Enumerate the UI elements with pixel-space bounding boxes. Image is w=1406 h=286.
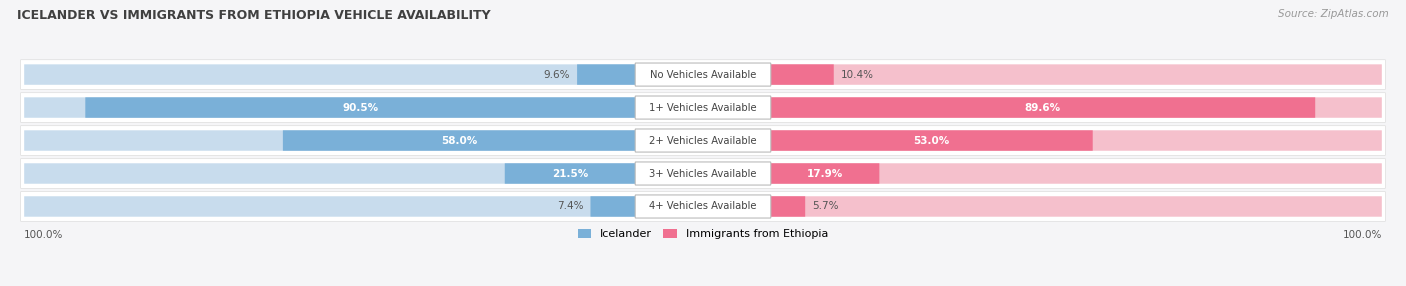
FancyBboxPatch shape <box>770 97 1315 118</box>
FancyBboxPatch shape <box>21 159 1385 188</box>
FancyBboxPatch shape <box>591 196 636 217</box>
Text: 3+ Vehicles Available: 3+ Vehicles Available <box>650 168 756 178</box>
FancyBboxPatch shape <box>21 126 1385 155</box>
Text: 89.6%: 89.6% <box>1025 103 1062 113</box>
Text: 90.5%: 90.5% <box>342 103 378 113</box>
Text: 17.9%: 17.9% <box>807 168 844 178</box>
Text: 58.0%: 58.0% <box>441 136 477 146</box>
FancyBboxPatch shape <box>770 163 1382 184</box>
Text: 7.4%: 7.4% <box>557 201 583 211</box>
FancyBboxPatch shape <box>770 163 879 184</box>
FancyBboxPatch shape <box>283 130 636 151</box>
FancyBboxPatch shape <box>636 162 770 185</box>
Text: Source: ZipAtlas.com: Source: ZipAtlas.com <box>1278 9 1389 19</box>
FancyBboxPatch shape <box>770 64 834 85</box>
Text: 4+ Vehicles Available: 4+ Vehicles Available <box>650 201 756 211</box>
Text: 5.7%: 5.7% <box>811 201 838 211</box>
FancyBboxPatch shape <box>86 97 636 118</box>
Text: 10.4%: 10.4% <box>841 69 873 80</box>
Text: ICELANDER VS IMMIGRANTS FROM ETHIOPIA VEHICLE AVAILABILITY: ICELANDER VS IMMIGRANTS FROM ETHIOPIA VE… <box>17 9 491 21</box>
FancyBboxPatch shape <box>770 97 1382 118</box>
FancyBboxPatch shape <box>636 96 770 119</box>
FancyBboxPatch shape <box>770 64 1382 85</box>
FancyBboxPatch shape <box>505 163 636 184</box>
FancyBboxPatch shape <box>24 97 636 118</box>
Text: No Vehicles Available: No Vehicles Available <box>650 69 756 80</box>
FancyBboxPatch shape <box>576 64 636 85</box>
Text: 9.6%: 9.6% <box>544 69 571 80</box>
FancyBboxPatch shape <box>24 196 636 217</box>
FancyBboxPatch shape <box>770 130 1382 151</box>
Legend: Icelander, Immigrants from Ethiopia: Icelander, Immigrants from Ethiopia <box>574 225 832 244</box>
FancyBboxPatch shape <box>24 64 636 85</box>
FancyBboxPatch shape <box>770 130 1092 151</box>
FancyBboxPatch shape <box>636 195 770 218</box>
FancyBboxPatch shape <box>770 196 806 217</box>
FancyBboxPatch shape <box>636 63 770 86</box>
FancyBboxPatch shape <box>21 60 1385 90</box>
Text: 2+ Vehicles Available: 2+ Vehicles Available <box>650 136 756 146</box>
Text: 21.5%: 21.5% <box>553 168 588 178</box>
FancyBboxPatch shape <box>636 129 770 152</box>
Text: 53.0%: 53.0% <box>914 136 950 146</box>
FancyBboxPatch shape <box>24 130 636 151</box>
FancyBboxPatch shape <box>21 192 1385 221</box>
Text: 1+ Vehicles Available: 1+ Vehicles Available <box>650 103 756 113</box>
Text: 100.0%: 100.0% <box>24 230 63 240</box>
FancyBboxPatch shape <box>770 196 1382 217</box>
FancyBboxPatch shape <box>21 93 1385 122</box>
FancyBboxPatch shape <box>24 163 636 184</box>
Text: 100.0%: 100.0% <box>1343 230 1382 240</box>
